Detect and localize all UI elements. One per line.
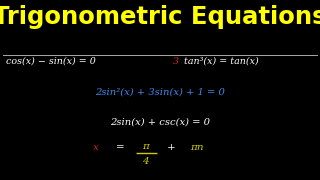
Text: tan³(x) = tan(x): tan³(x) = tan(x) — [184, 57, 259, 66]
Text: x: x — [93, 143, 99, 152]
Text: Trigonometric Equations: Trigonometric Equations — [0, 5, 320, 29]
Text: 2sin(x) + csc(x) = 0: 2sin(x) + csc(x) = 0 — [110, 118, 210, 127]
Text: +: + — [167, 143, 176, 152]
Text: πn: πn — [190, 143, 204, 152]
Text: =: = — [116, 143, 124, 152]
Text: 2sin²(x) + 3sin(x) + 1 = 0: 2sin²(x) + 3sin(x) + 1 = 0 — [95, 87, 225, 96]
Text: 3: 3 — [173, 57, 179, 66]
Text: π: π — [142, 142, 149, 151]
Text: 4: 4 — [142, 157, 149, 166]
Text: cos(x) − sin(x) = 0: cos(x) − sin(x) = 0 — [6, 57, 96, 66]
